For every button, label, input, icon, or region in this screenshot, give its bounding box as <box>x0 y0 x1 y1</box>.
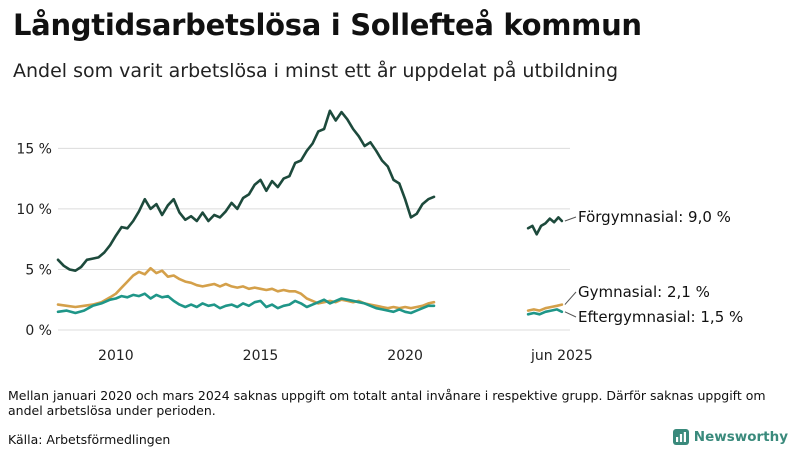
series-line-gymnasial <box>526 303 564 312</box>
chart-title: Långtidsarbetslösa i Sollefteå kommun <box>13 8 642 42</box>
brand-logo: Newsworthy <box>672 429 788 445</box>
series-label-gymnasial: Gymnasial: 2,1 % <box>578 283 710 301</box>
grid-lines <box>58 147 570 331</box>
series-lines <box>56 109 564 316</box>
series-line-förgymnasial <box>526 216 564 236</box>
series-label-eftergymnasial: Eftergymnasial: 1,5 % <box>578 308 743 326</box>
footnote: Mellan januari 2020 och mars 2024 saknas… <box>8 388 766 418</box>
y-tick-label: 5 % <box>25 262 52 278</box>
x-tick-label: 2010 <box>98 348 134 364</box>
source-note: Källa: Arbetsförmedlingen <box>8 432 171 447</box>
x-tick-label: 2020 <box>387 348 423 364</box>
x-tick-label: 2015 <box>243 348 279 364</box>
series-line-gymnasial <box>56 266 436 310</box>
x-tick-label: jun 2025 <box>530 348 593 364</box>
series-end-labels: Förgymnasial: 9,0 % Gymnasial: 2,1 % Efter… <box>564 208 743 326</box>
series-line-eftergymnasial <box>56 292 436 315</box>
y-tick-label: 10 % <box>16 202 52 218</box>
bar-chart-logo-icon <box>672 429 689 445</box>
y-axis-ticks: 0 % 5 % 10 % 15 % <box>16 141 52 339</box>
y-tick-label: 0 % <box>25 323 52 339</box>
label-leader-line <box>564 311 577 318</box>
x-axis-ticks: 2010 2015 2020 jun 2025 <box>98 348 593 364</box>
label-leader-line <box>564 216 577 222</box>
brand-name: Newsworthy <box>693 429 788 445</box>
series-line-eftergymnasial <box>526 308 564 316</box>
label-leader-line <box>564 291 577 305</box>
series-label-förgymnasial: Förgymnasial: 9,0 % <box>578 208 731 226</box>
series-line-förgymnasial <box>56 109 436 272</box>
y-tick-label: 15 % <box>16 141 52 157</box>
chart-subtitle: Andel som varit arbetslösa i minst ett å… <box>13 60 619 82</box>
